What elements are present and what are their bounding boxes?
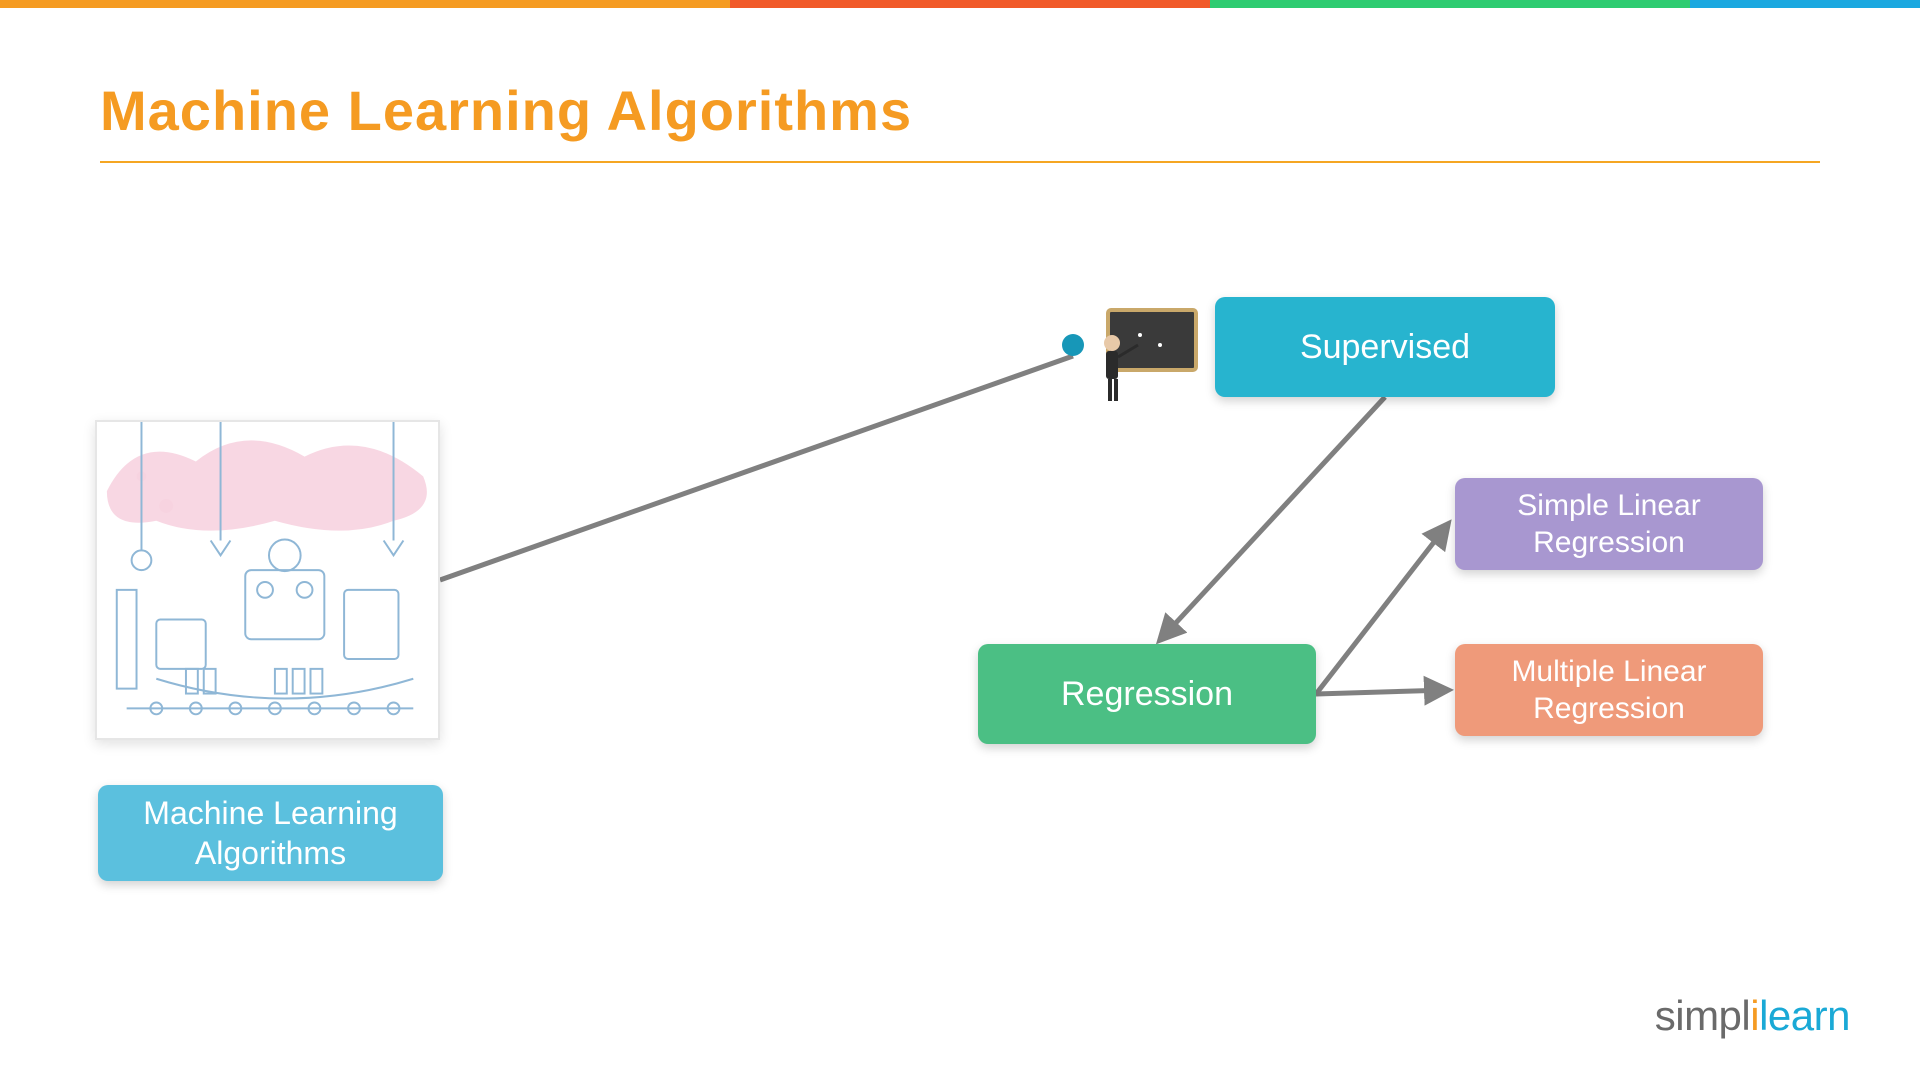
node-label: Machine LearningAlgorithms: [143, 793, 397, 873]
node-label: Supervised: [1300, 326, 1470, 369]
bar-seg-4: [1690, 0, 1920, 8]
bar-seg-2: [730, 0, 1210, 8]
node-ml-algorithms: Machine LearningAlgorithms: [98, 785, 443, 881]
page-title: Machine Learning Algorithms: [100, 78, 1920, 143]
logo-bar: i: [1750, 992, 1759, 1039]
bar-seg-1: [0, 0, 730, 8]
node-regression: Regression: [978, 644, 1316, 744]
node-multiple-linear: Multiple LinearRegression: [1455, 644, 1763, 736]
logo-part2: learn: [1759, 992, 1850, 1039]
title-underline: [100, 161, 1820, 163]
ml-machinery-illustration: [95, 420, 440, 740]
logo-part1: simpl: [1655, 992, 1751, 1039]
node-label: Regression: [1061, 673, 1233, 716]
node-simple-linear: Simple LinearRegression: [1455, 478, 1763, 570]
bar-seg-3: [1210, 0, 1690, 8]
connector-end-dot: [1062, 334, 1084, 356]
node-label: Simple LinearRegression: [1517, 487, 1700, 562]
simplilearn-logo: simplilearn: [1655, 992, 1850, 1040]
teacher-icon: [1090, 305, 1200, 405]
top-accent-bar: [0, 0, 1920, 8]
node-supervised: Supervised: [1215, 297, 1555, 397]
node-label: Multiple LinearRegression: [1511, 653, 1706, 728]
